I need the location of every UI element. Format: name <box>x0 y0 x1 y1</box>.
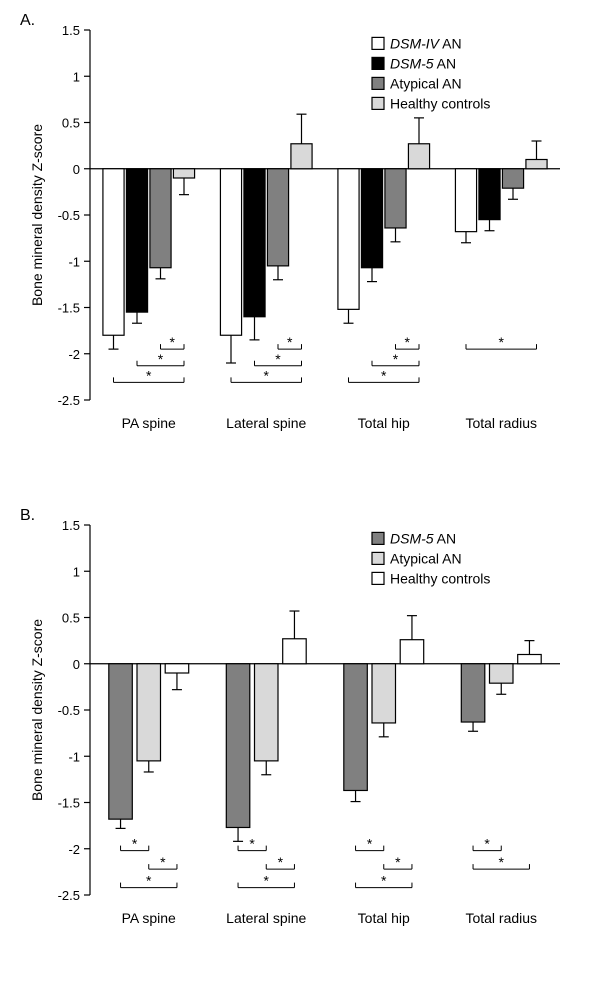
sig-star: * <box>381 367 387 383</box>
bar <box>338 169 359 310</box>
bar <box>255 664 279 761</box>
category-label: PA spine <box>122 910 176 926</box>
sig-star: * <box>158 351 164 367</box>
sig-star: * <box>264 367 270 383</box>
bar <box>455 169 476 232</box>
ytick-label: -2.5 <box>58 888 80 903</box>
legend-swatch <box>372 77 384 89</box>
legend-swatch <box>372 57 384 69</box>
ytick-label: 0 <box>73 162 80 177</box>
category-label: Total radius <box>465 415 537 431</box>
legend-label: Healthy controls <box>390 95 490 111</box>
bar <box>344 664 368 791</box>
sig-star: * <box>381 873 387 889</box>
legend-label: Atypical AN <box>390 550 462 566</box>
y-axis-label: Bone mineral density Z-score <box>29 619 45 801</box>
sig-star: * <box>275 351 281 367</box>
ytick-label: -1.5 <box>58 301 80 316</box>
ytick-label: 1 <box>73 69 80 84</box>
category-label: Total hip <box>358 415 410 431</box>
legend-label: DSM-5 AN <box>390 530 456 546</box>
sig-star: * <box>393 351 399 367</box>
legend-label: DSM-IV AN <box>390 35 462 51</box>
ytick-label: 1.5 <box>62 23 80 38</box>
ytick-label: -2.5 <box>58 393 80 408</box>
sig-star: * <box>484 836 490 852</box>
category-label: Total hip <box>358 910 410 926</box>
sig-star: * <box>278 854 284 870</box>
bar <box>165 664 189 673</box>
category-label: Total radius <box>465 910 537 926</box>
figure-svg: A. -2.5 -2 -1.5 -1 -0.5 0 0.5 1 1.5 Bone mineral d… <box>0 0 599 1006</box>
sig-star: * <box>132 836 138 852</box>
legend-label: DSM-5 AN <box>390 55 456 71</box>
ytick-label: -1.5 <box>58 796 80 811</box>
ytick-label: -2 <box>68 842 80 857</box>
panelB-label: B. <box>20 507 35 524</box>
bar <box>137 664 161 761</box>
sig-star: * <box>249 836 255 852</box>
panelA-group: A. -2.5 -2 -1.5 -1 -0.5 0 0.5 1 1.5 Bone mineral d… <box>20 12 560 431</box>
bar <box>126 169 147 312</box>
sig-star: * <box>264 873 270 889</box>
bar <box>372 664 396 723</box>
bar <box>173 169 194 178</box>
bar <box>283 639 307 664</box>
bar <box>226 664 250 828</box>
bar <box>490 664 514 683</box>
legend-swatch <box>372 572 384 584</box>
sig-star: * <box>499 854 505 870</box>
ytick-label: 1.5 <box>62 518 80 533</box>
legend-swatch <box>372 552 384 564</box>
legend-label: Atypical AN <box>390 75 462 91</box>
category-label: PA spine <box>122 415 176 431</box>
bar <box>291 144 312 169</box>
ytick-label: -1 <box>68 749 80 764</box>
ytick-label: 0 <box>73 657 80 672</box>
sig-star: * <box>367 836 373 852</box>
legend-label: Healthy controls <box>390 570 490 586</box>
sig-star: * <box>160 854 166 870</box>
bar <box>518 655 542 664</box>
ytick-label: 0.5 <box>62 116 80 131</box>
legend-swatch <box>372 532 384 544</box>
bar <box>361 169 382 268</box>
bar <box>526 160 547 169</box>
ytick-label: 1 <box>73 564 80 579</box>
sig-star: * <box>146 873 152 889</box>
bar <box>220 169 241 336</box>
bar <box>267 169 288 266</box>
legend-swatch <box>372 37 384 49</box>
ytick-label: -0.5 <box>58 208 80 223</box>
ytick-label: -2 <box>68 347 80 362</box>
ytick-label: -0.5 <box>58 703 80 718</box>
sig-star: * <box>395 854 401 870</box>
bar <box>502 169 523 188</box>
bar <box>461 664 485 722</box>
sig-star: * <box>170 334 176 350</box>
bar <box>150 169 171 268</box>
sig-star: * <box>499 334 505 350</box>
sig-star: * <box>146 367 152 383</box>
figure-container: A. -2.5 -2 -1.5 -1 -0.5 0 0.5 1 1.5 Bone mineral d… <box>0 0 599 1006</box>
legend-swatch <box>372 97 384 109</box>
category-label: Lateral spine <box>226 415 306 431</box>
panelA-label: A. <box>20 12 35 29</box>
sig-star: * <box>287 334 293 350</box>
bar <box>479 169 500 220</box>
panelB-group: B. -2.5 -2 -1.5 -1 -0.5 0 0.5 1 1.5 Bone mineral d… <box>20 507 560 926</box>
bar <box>103 169 124 336</box>
bar <box>400 640 424 664</box>
bar <box>244 169 265 317</box>
y-axis-label: Bone mineral density Z-score <box>29 124 45 306</box>
ytick-label: -1 <box>68 254 80 269</box>
ytick-label: 0.5 <box>62 611 80 626</box>
sig-star: * <box>405 334 411 350</box>
bar <box>385 169 406 228</box>
bar <box>408 144 429 169</box>
bar <box>109 664 133 819</box>
category-label: Lateral spine <box>226 910 306 926</box>
